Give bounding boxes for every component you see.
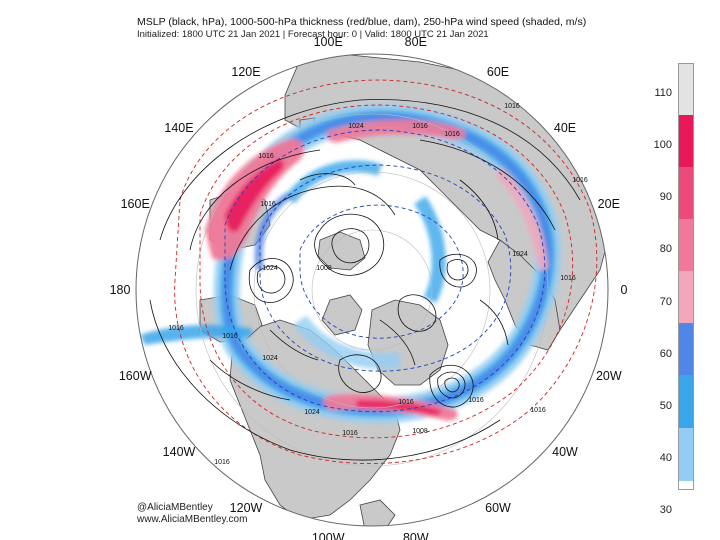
longitude-label: 40E: [554, 121, 576, 135]
isobar-label: 1024: [262, 355, 278, 362]
thickness-contours: [174, 79, 598, 464]
longitude-label: 20W: [596, 369, 622, 383]
colorbar-frame: [678, 63, 694, 490]
longitude-label: 140E: [164, 121, 193, 135]
jet-inner-arc-3: [293, 315, 401, 369]
longitude-label: 140W: [163, 445, 196, 459]
colorbar-swatch: [678, 375, 694, 429]
colorbar-tick-label: 60: [659, 347, 672, 360]
isobar-label: 1016: [444, 131, 460, 138]
jet-inner-arc-2: [414, 196, 446, 304]
isobar-label: 1016: [398, 399, 414, 406]
isobar-label: 1016: [572, 177, 588, 184]
longitude-label: 20E: [598, 197, 620, 211]
longitude-label: 120W: [230, 501, 263, 515]
colorbar-tick-label: 30: [659, 503, 672, 516]
colorbar-swatch: [678, 271, 694, 325]
colorbar-tick-label: 100: [653, 139, 672, 152]
colorbar-tick-label: 70: [659, 295, 672, 308]
longitude-label: 80E: [405, 35, 427, 49]
isobar-label: 1016: [504, 103, 520, 110]
longitude-label: 180: [110, 283, 131, 297]
colorbar-swatch: [678, 63, 694, 117]
isobar-label: 1016: [260, 201, 276, 208]
isobar-label: 1016: [560, 275, 576, 282]
colorbar-swatch: [678, 115, 694, 169]
longitude-label: 160E: [121, 197, 150, 211]
isobar-label: 1008: [316, 265, 332, 272]
colorbar-swatch: [678, 219, 694, 273]
wind-speed-colorbar: 110 100 90 80 70 60 50 40 30: [654, 63, 720, 516]
land-canadian-archipelago: [321, 294, 363, 336]
isobar-label: 1016: [530, 407, 546, 414]
jet-pacific-core: [225, 159, 284, 232]
isobar-label: 1016: [342, 430, 358, 437]
longitude-label: 80W: [403, 531, 429, 540]
map-boundary: [135, 53, 609, 527]
isobar-label: 1016: [258, 153, 274, 160]
longitude-label: 120E: [231, 65, 260, 79]
isobars: [149, 99, 581, 461]
wind-speed-shading: [140, 104, 561, 424]
map-layers: [140, 54, 608, 526]
isobar-label: 1024: [348, 123, 364, 130]
longitude-label: 60E: [487, 65, 509, 79]
map-header: MSLP (black, hPa), 1000-500-hPa thicknes…: [137, 16, 677, 41]
land-arctic-islands: [317, 231, 366, 271]
author-handle: @AliciaMBentley: [137, 502, 213, 513]
graticule: [195, 113, 549, 467]
isobar-label: 1016: [222, 333, 238, 340]
colorbar-tick-label: 90: [659, 191, 672, 204]
longitude-label: 100E: [314, 35, 343, 49]
jet-streak-west: [140, 324, 253, 345]
jet-europe-east: [496, 168, 548, 271]
jet-asia-max: [326, 119, 466, 143]
isobar-label: 1016: [412, 123, 428, 130]
author-website[interactable]: www.AliciaMBentley.com: [137, 514, 248, 525]
colorbar-tick-label: 50: [659, 399, 672, 412]
longitude-label: 100W: [312, 531, 345, 540]
colorbar-tick-label: 80: [659, 243, 672, 256]
isobar-label: 1016: [168, 325, 184, 332]
longitude-label: 0: [621, 283, 628, 297]
colorbar-swatch: [678, 323, 694, 377]
jet-outer-core: [223, 114, 551, 414]
colorbar-swatch: [678, 427, 694, 481]
isobar-label: 1016: [468, 397, 484, 404]
longitude-label: 160W: [119, 369, 152, 383]
map-subtitle: Initialized: 1800 UTC 21 Jan 2021 | Fore…: [137, 29, 489, 40]
map-title: MSLP (black, hPa), 1000-500-hPa thicknes…: [137, 16, 587, 28]
colorbar-tick-label: 40: [659, 451, 672, 464]
longitude-label: 40W: [552, 445, 578, 459]
jet-inner-arc-1: [285, 160, 382, 204]
isobar-label: 1024: [512, 251, 528, 258]
colorbar-tick-label: 110: [654, 87, 672, 100]
isobar-label: 1024: [304, 409, 320, 416]
colorbar-swatch: [678, 167, 694, 221]
jet-atlantic-core: [355, 400, 442, 416]
isobar-label: 1016: [214, 459, 230, 466]
longitude-label: 60W: [485, 501, 511, 515]
isobar-label: 1024: [262, 265, 278, 272]
isobar-label: 1008: [412, 428, 428, 435]
